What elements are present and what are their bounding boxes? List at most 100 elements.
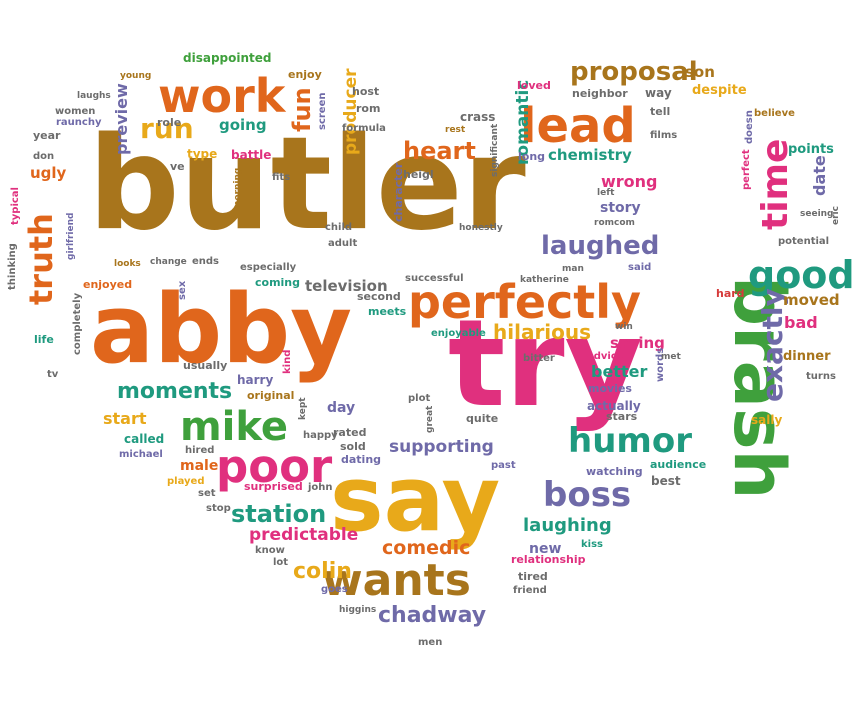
cloud-word: tell — [650, 105, 670, 118]
cloud-word: work — [158, 69, 287, 123]
cloud-word: past — [491, 460, 516, 471]
cloud-word: enjoy — [288, 68, 322, 81]
cloud-word: men — [418, 637, 442, 648]
cloud-word: time — [755, 139, 796, 230]
cloud-word: called — [124, 432, 164, 446]
cloud-word: turns — [806, 371, 836, 382]
cloud-word: advice — [587, 351, 624, 362]
cloud-word: plot — [408, 393, 430, 404]
cloud-word: laughs — [77, 91, 111, 101]
cloud-word: seeing — [800, 209, 834, 219]
cloud-word: completely — [72, 292, 83, 355]
cloud-word: colin — [293, 559, 352, 584]
cloud-word: usually — [183, 359, 227, 372]
cloud-word: especially — [240, 262, 297, 273]
cloud-word: enjoyable — [431, 328, 486, 339]
cloud-word: ve — [170, 160, 185, 173]
cloud-word: don — [33, 151, 54, 162]
cloud-word: quite — [466, 412, 498, 425]
cloud-word: male — [180, 458, 218, 474]
cloud-word: predictable — [249, 525, 358, 545]
cloud-word: films — [650, 130, 677, 141]
cloud-word: rom — [356, 102, 380, 115]
cloud-word: disappointed — [183, 51, 272, 65]
cloud-word: honestly — [459, 223, 503, 233]
cloud-word: chemistry — [548, 146, 632, 164]
cloud-word: good — [748, 253, 855, 297]
cloud-word: neighbor — [572, 87, 628, 100]
cloud-word: met — [661, 352, 681, 362]
cloud-word: rated — [333, 426, 366, 439]
cloud-word: michael — [119, 449, 163, 460]
cloud-word: katherine — [520, 275, 569, 285]
cloud-word: kept — [298, 397, 308, 420]
cloud-word: points — [788, 142, 834, 157]
cloud-word: believe — [754, 108, 795, 119]
cloud-word: tired — [518, 570, 548, 583]
cloud-word: preview — [112, 83, 131, 155]
cloud-word: sally — [751, 413, 782, 427]
cloud-word: movies — [588, 382, 632, 395]
cloud-word: know — [255, 545, 285, 556]
cloud-word: start — [103, 409, 147, 428]
cloud-word: win — [615, 322, 633, 332]
cloud-word: adult — [328, 238, 357, 249]
cloud-word: looks — [114, 259, 141, 269]
cloud-word: relationship — [511, 553, 586, 566]
cloud-word: sex — [177, 280, 188, 300]
cloud-word: child — [325, 222, 352, 233]
cloud-word: left — [597, 188, 615, 198]
cloud-word: ends — [192, 256, 219, 267]
cloud-word: man — [562, 264, 584, 274]
cloud-word: kind — [282, 350, 293, 374]
cloud-word: way — [645, 86, 672, 100]
cloud-word: despite — [692, 83, 747, 98]
cloud-word: hard — [716, 287, 745, 300]
cloud-word: producer — [341, 68, 361, 155]
cloud-word: life — [34, 333, 54, 346]
cloud-word: young — [120, 71, 151, 81]
cloud-word: new — [529, 541, 561, 557]
cloud-word: moments — [117, 379, 232, 404]
cloud-word: day — [327, 400, 355, 416]
cloud-word: stars — [606, 410, 638, 423]
cloud-word: exactly — [756, 288, 789, 402]
cloud-word: humor — [568, 421, 692, 461]
cloud-word: chadway — [378, 603, 486, 628]
cloud-word: rest — [445, 125, 466, 135]
cloud-word: fun — [288, 87, 316, 132]
cloud-word: long — [518, 150, 545, 163]
cloud-word: wrong — [601, 172, 658, 191]
cloud-word: dating — [341, 453, 381, 466]
cloud-word: successful — [405, 273, 464, 284]
cloud-word: bitter — [523, 353, 555, 364]
cloud-word: lot — [273, 557, 288, 568]
cloud-word: enjoyed — [83, 278, 132, 291]
cloud-word: loved — [517, 79, 551, 92]
cloud-word: second — [357, 290, 401, 303]
cloud-word: boss — [543, 475, 631, 515]
cloud-word: date — [810, 155, 829, 196]
cloud-word: butler — [88, 110, 526, 259]
cloud-word: better — [591, 362, 647, 381]
cloud-word: character — [392, 162, 405, 222]
cloud-word: friend — [513, 585, 547, 596]
cloud-word: brash — [718, 276, 800, 499]
cloud-word: mike — [180, 404, 288, 450]
cloud-word: going — [219, 116, 267, 134]
cloud-word: television — [305, 277, 388, 295]
cloud-word: perfect — [741, 149, 752, 190]
cloud-word: romantic — [513, 80, 533, 165]
word-cloud-words: butlerbrashtryabbysayperfectlyleadworkgo… — [7, 51, 855, 648]
cloud-word: change — [150, 257, 187, 267]
cloud-word: meets — [368, 305, 407, 318]
cloud-word: heart — [403, 137, 476, 165]
cloud-word: typical — [10, 187, 21, 225]
cloud-word: doesn — [744, 110, 755, 144]
cloud-word: saying — [610, 334, 665, 352]
cloud-word: said — [628, 262, 651, 273]
cloud-word: role — [157, 116, 181, 129]
cloud-word: coming — [255, 276, 300, 289]
cloud-word: audience — [650, 458, 706, 471]
